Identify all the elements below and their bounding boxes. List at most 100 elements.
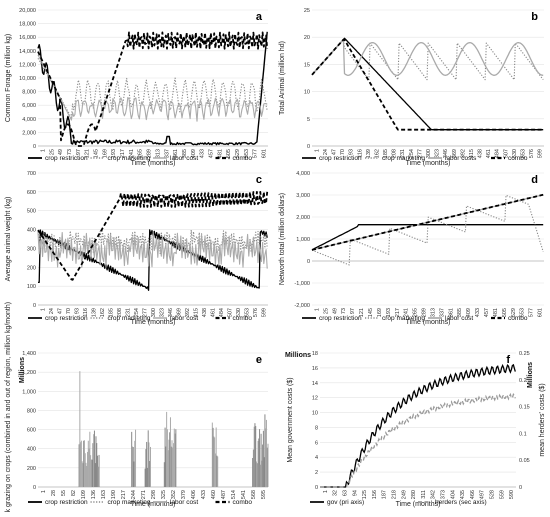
legend-label: labor cost (170, 499, 198, 506)
x-tick-label: 145 (368, 308, 374, 317)
legend-label: crop marketing (382, 315, 425, 322)
legend-label: crop restriction (319, 155, 362, 162)
legend-label: crop restriction (319, 315, 362, 322)
chart-b: 0 5 10 15 20 25 1 24 47 70 93 116 139 162 185 208 231 254… (279, 8, 544, 167)
x-tick-label: 217 (395, 308, 401, 317)
x-tick-label: 361 (448, 308, 454, 317)
legend-label: crop restriction (45, 499, 88, 506)
x-tick-label: 461 (486, 149, 492, 158)
x-tick-label: 1 (41, 490, 47, 493)
y-tick-label: 1,200 (22, 370, 36, 376)
legend-label: crop marketing (108, 155, 151, 162)
x-tick-label: 97 (76, 149, 82, 155)
x-tick-label: 595 (261, 490, 267, 499)
x-tick-label: 457 (209, 149, 215, 158)
x-tick-label: 487 (221, 490, 227, 499)
x-tick-label: 484 (495, 149, 501, 158)
x-tick-label: 392 (185, 308, 191, 317)
x-tick-label: 25 (323, 308, 329, 314)
x-axis-title: Time (months) (131, 501, 176, 508)
legend-label: combo (233, 155, 253, 162)
legend-label: labor cost (170, 315, 198, 322)
x-tick-label: 136 (91, 490, 97, 499)
legend-label: gov (pri axis) (327, 499, 364, 506)
x-axis-title: Time (months) (406, 160, 451, 167)
y-axis-title: Mean government costs ($) (287, 377, 294, 462)
x-tick-label: 346 (443, 149, 449, 158)
x-tick-label: 63 (343, 490, 349, 496)
x-tick-label: 559 (499, 490, 505, 499)
x-tick-label: 163 (101, 490, 107, 499)
x-tick-label: 553 (244, 149, 250, 158)
x-tick-label: 415 (194, 308, 200, 317)
x-tick-label: 300 (426, 149, 432, 158)
y-tick-label: 2,000 (296, 215, 310, 221)
chart-c: 0 100 200 300 400 500 600 700 1 24 47 70 93 116 139 162… (5, 171, 269, 326)
y-tick-label: 200 (27, 265, 36, 271)
y-tick-label: 0 (33, 485, 36, 491)
x-tick-label: 218 (392, 490, 398, 499)
series-line (311, 224, 544, 251)
x-tick-label: 217 (120, 149, 126, 158)
x-tick-label: 404 (450, 490, 456, 499)
x-tick-label: 271 (141, 490, 147, 499)
x-tick-label: 373 (441, 490, 447, 499)
x-tick-label: 369 (452, 149, 458, 158)
x-tick-label: 231 (125, 308, 131, 317)
x-tick-label: 415 (469, 149, 475, 158)
y-tick-label: 10 (312, 411, 318, 417)
x-tick-label: 24 (323, 149, 329, 155)
x-tick-label: 187 (382, 490, 388, 499)
x-tick-label: 97 (350, 308, 356, 314)
x-tick-label: 577 (253, 149, 259, 158)
x-tick-label: 385 (457, 308, 463, 317)
x-tick-label: 156 (372, 490, 378, 499)
legend-label: herders (sec axis) (435, 499, 487, 506)
x-tick-label: 121 (359, 308, 365, 317)
y-tick-label: 0 (307, 259, 310, 265)
x-tick-label: 553 (521, 149, 527, 158)
x-tick-label: 409 (466, 308, 472, 317)
legend: crop restriction crop marketing labor cost… (28, 499, 252, 506)
x-tick-label: 289 (147, 149, 153, 158)
x-tick-label: 169 (102, 149, 108, 158)
series-line (37, 31, 268, 146)
legend-label: combo (508, 155, 528, 162)
x-tick-label: 265 (138, 149, 144, 158)
y-axis-title: Total Animal (million hd) (279, 41, 286, 115)
y-tick-label: 16 (312, 366, 318, 372)
x-tick-label: 169 (377, 308, 383, 317)
x-tick-label: 185 (383, 149, 389, 158)
unit-label: Millions (285, 352, 311, 359)
x-tick-label: 529 (235, 149, 241, 158)
x-tick-label: 125 (362, 490, 368, 499)
x-tick-label: 461 (211, 308, 217, 317)
x-tick-label: 1 (323, 490, 329, 493)
x-tick-label: 241 (404, 308, 410, 317)
y2-axis-title: mean herders' costs ($) (539, 383, 546, 456)
x-tick-label: 289 (422, 308, 428, 317)
y-tick-label: 20 (304, 35, 310, 41)
y-tick-label: 600 (27, 428, 36, 434)
x-tick-label: 47 (57, 308, 63, 314)
series-line (37, 190, 269, 281)
x-tick-label: 379 (181, 490, 187, 499)
y-tick-label: 200 (27, 466, 36, 472)
x-tick-label: 514 (231, 490, 237, 499)
legend-label: crop marketing (382, 155, 425, 162)
unit-label: Millions (19, 357, 26, 383)
x-axis-title: Time (months) (396, 501, 441, 508)
x-tick-label: 190 (111, 490, 117, 499)
x-tick-label: 70 (340, 149, 346, 155)
y-tick-label: 16,000 (19, 35, 36, 41)
y-tick-label: -2,000 (294, 303, 310, 309)
y-tick-label: 12,000 (19, 62, 36, 68)
x-tick-label: 217 (121, 490, 127, 499)
x-tick-label: 392 (460, 149, 466, 158)
x-tick-label: 162 (374, 149, 380, 158)
series-line (311, 194, 544, 266)
y-tick-label: 8 (315, 425, 318, 431)
x-tick-label: 277 (417, 149, 423, 158)
legend: crop restriction crop marketing labor cost… (302, 315, 528, 322)
